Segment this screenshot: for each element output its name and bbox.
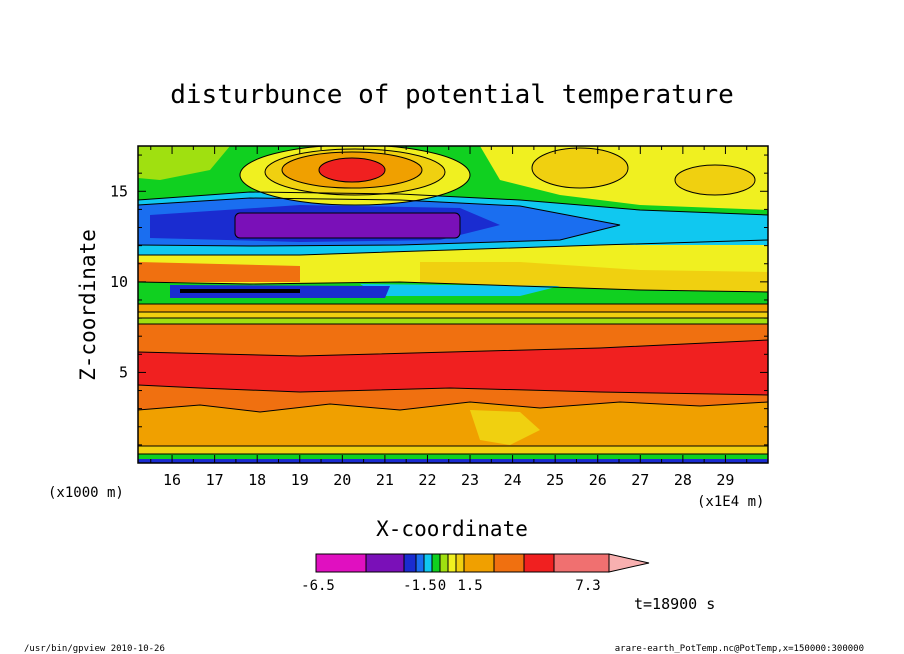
- x-tick-label: 24: [504, 471, 522, 489]
- x-tick-label: 28: [674, 471, 692, 489]
- x-tick-label: 18: [248, 471, 266, 489]
- band-lower-light-orange: [138, 402, 768, 446]
- x-tick-label: 25: [546, 471, 564, 489]
- colorbar-labels: -6.5 -1.5 0 1.5 7.3: [301, 578, 601, 594]
- patch-orange-left: [138, 262, 300, 282]
- colorbar-label: 0: [438, 578, 446, 594]
- band-mid-yellow: [138, 312, 768, 318]
- chart-title: disturbunce of potential temperature: [170, 80, 734, 110]
- colorbar-segment: [463, 553, 495, 573]
- footer-right: arare-earth_PotTemp.nc@PotTemp,x=150000:…: [615, 644, 864, 654]
- y-tick-label: 5: [119, 363, 128, 381]
- x-tick-label: 23: [461, 471, 479, 489]
- band-bottom-green: [138, 454, 768, 463]
- x-axis: 16 17 18 19 20 21 22 23 24 25 26 27 28 29: [150, 146, 748, 489]
- patch-top-yellow-dark-2: [675, 165, 755, 195]
- x-tick-label: 26: [589, 471, 607, 489]
- patch-lower-yellow: [470, 410, 540, 445]
- x-tick-label: 29: [716, 471, 734, 489]
- warm-core-red: [319, 158, 385, 182]
- x-tick-label: 27: [631, 471, 649, 489]
- x-tick-label: 21: [376, 471, 394, 489]
- patch-top-lime-left: [138, 146, 230, 180]
- y-axis: 5 10 15: [110, 154, 768, 446]
- x-unit-right: (x1E4 m): [697, 494, 764, 510]
- colorbar-arrow: [608, 553, 650, 573]
- x-tick-label: 19: [291, 471, 309, 489]
- colorbar-segment: [447, 553, 457, 573]
- colorbar-label: -6.5: [301, 578, 335, 594]
- colorbar-label: 1.5: [457, 578, 482, 594]
- colorbar-segment: [439, 553, 449, 573]
- time-label: t=18900 s: [634, 595, 715, 613]
- colorbar-segment: [415, 553, 425, 573]
- x-axis-label: X-coordinate: [376, 517, 528, 541]
- x-tick-label: 20: [333, 471, 351, 489]
- colorbar: [315, 553, 650, 573]
- colorbar-label: 7.3: [575, 578, 600, 594]
- y-axis-label: Z-coordinate: [76, 229, 100, 381]
- y-tick-label: 15: [110, 182, 128, 200]
- colorbar-segment: [365, 553, 405, 573]
- x-tick-label: 16: [163, 471, 181, 489]
- x-tick-label: 17: [206, 471, 224, 489]
- band-lower-red: [138, 340, 768, 395]
- colorbar-segment: [403, 553, 417, 573]
- x-unit-left: (x1000 m): [48, 485, 124, 501]
- colorbar-label: -1.5: [403, 578, 437, 594]
- colorbar-segment: [493, 553, 525, 573]
- patch-cyan-10km: [360, 284, 560, 296]
- band-mid-lime: [138, 318, 768, 324]
- x-tick-label: 22: [418, 471, 436, 489]
- band-bottom-blue: [138, 459, 768, 463]
- colorbar-segment: [423, 553, 433, 573]
- contour-lines: [138, 146, 768, 455]
- y-tick-label: 10: [110, 273, 128, 291]
- cold-core-purple: [235, 213, 460, 238]
- patch-dense-contours: [180, 289, 300, 293]
- colorbar-segment: [553, 553, 610, 573]
- plot-frame: [137, 145, 769, 464]
- contour-field: [138, 146, 768, 463]
- footer-left: /usr/bin/gpview 2010-10-26: [24, 644, 165, 654]
- colorbar-segment: [523, 553, 555, 573]
- band-mid-orange-light: [138, 304, 768, 312]
- colorbar-segment: [455, 553, 465, 573]
- colorbar-segment: [431, 553, 441, 573]
- colorbar-segment: [315, 553, 367, 573]
- patch-top-yellow-dark-1: [532, 148, 628, 188]
